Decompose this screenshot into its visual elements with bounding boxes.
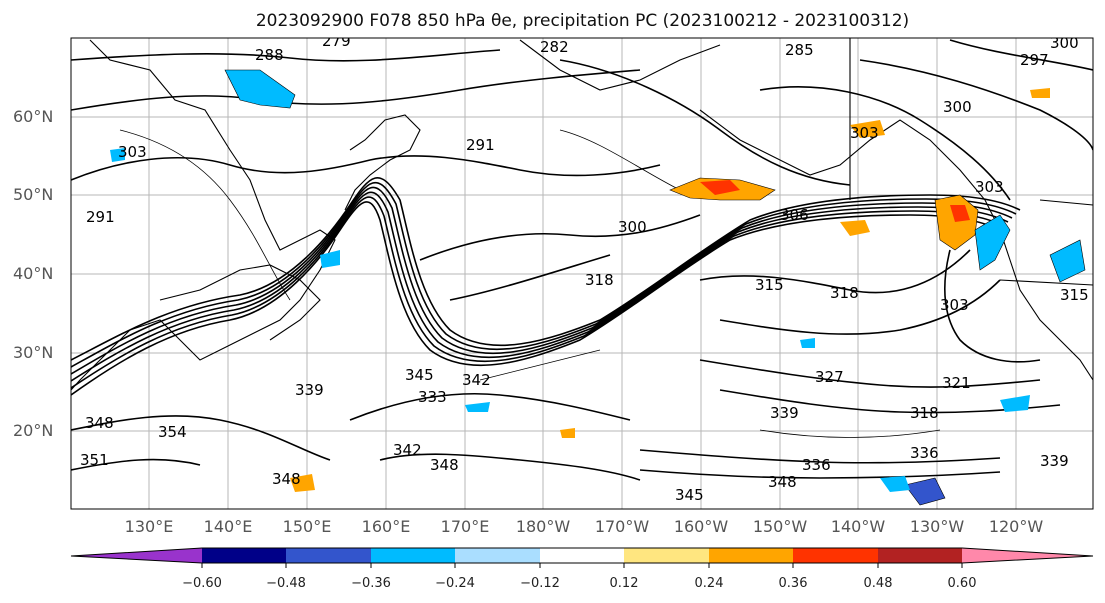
colorbar-tick-label: 0.60 (947, 576, 977, 591)
contour-label: 345 (675, 486, 704, 504)
map-title: 2023092900 F078 850 hPa θe, precipitatio… (255, 11, 910, 31)
contour-label: 318 (830, 284, 859, 302)
contour-label: 303 (975, 178, 1004, 196)
contour-label: 291 (86, 208, 115, 226)
colorbar-segment (540, 548, 624, 563)
contour-label: 342 (462, 371, 491, 389)
colorbar-outline (70, 547, 1094, 564)
coastlines (71, 38, 1093, 391)
lon-label: 170°E (440, 517, 490, 536)
contour-label: 300 (943, 98, 972, 116)
contour-label: 336 (910, 444, 939, 462)
lon-label: 120°W (988, 517, 1044, 536)
lon-label: 130°W (909, 517, 965, 536)
contour-label: 291 (466, 136, 495, 154)
colorbar-segment (709, 548, 793, 563)
thin-contours (119, 129, 941, 438)
contour-label: 318 (910, 404, 939, 422)
lon-label: 150°E (282, 517, 332, 536)
contour-label: 306 (780, 206, 809, 224)
colorbar-segment (878, 548, 962, 563)
contour-label: 345 (405, 366, 434, 384)
lon-label: 130°E (124, 517, 174, 536)
contour-label: 297 (1020, 51, 1049, 69)
lon-label: 170°W (594, 517, 650, 536)
colorbar-ticks (201, 563, 963, 568)
contour-label: 285 (785, 41, 814, 59)
contour-label: 282 (540, 38, 569, 56)
contour-label: 303 (850, 124, 879, 142)
colorbar-segment (202, 548, 286, 563)
contour-labels: 288 279 282 285 297 300 303 291 291 300 … (80, 32, 1089, 504)
colorbar-tick-label: 0.36 (778, 576, 808, 591)
lat-label-40n: 40°N (13, 264, 54, 283)
lat-label-50n: 50°N (13, 185, 54, 204)
colorbar-tick-label: −0.36 (351, 576, 391, 591)
graticule (71, 38, 1093, 509)
contour-label: 351 (80, 451, 109, 469)
contour-label: 279 (322, 32, 351, 50)
colorbar-segments (71, 548, 1093, 563)
contour-label: 300 (618, 218, 647, 236)
contour-label: 318 (585, 271, 614, 289)
colorbar-tick-label: 0.12 (609, 576, 639, 591)
colorbar-segment (371, 548, 455, 563)
contour-label: 348 (430, 456, 459, 474)
contour-label: 333 (418, 388, 447, 406)
theta-e-contours (71, 39, 1093, 481)
lat-label-20n: 20°N (13, 421, 54, 440)
lon-label: 140°W (830, 517, 886, 536)
contour-label: 348 (768, 473, 797, 491)
colorbar-tick-label: 0.24 (694, 576, 724, 591)
contour-label: 339 (1040, 452, 1069, 470)
colorbar-segment (962, 548, 1093, 563)
lon-label: 160°E (361, 517, 411, 536)
lat-label-30n: 30°N (13, 343, 54, 362)
lat-label-60n: 60°N (13, 107, 54, 126)
plot-frame (70, 37, 1094, 510)
lon-label: 150°W (752, 517, 808, 536)
contour-label: 336 (802, 456, 831, 474)
colorbar-segment (455, 548, 540, 563)
contour-label: 327 (815, 368, 844, 386)
colorbar-tick-label: −0.24 (435, 576, 475, 591)
contour-label: 348 (272, 470, 301, 488)
precipitation-shading (110, 69, 1086, 506)
contour-label: 342 (393, 441, 422, 459)
contour-label: 303 (940, 296, 969, 314)
colorbar-segment (71, 548, 202, 563)
contour-label: 354 (158, 423, 187, 441)
contour-label: 339 (295, 381, 324, 399)
colorbar-tick-label: −0.60 (182, 576, 222, 591)
colorbar-segment (286, 548, 371, 563)
contour-label: 339 (770, 404, 799, 422)
contour-label: 321 (942, 374, 971, 392)
lon-label: 180°W (515, 517, 571, 536)
contour-label: 315 (1060, 286, 1089, 304)
colorbar-segment (793, 548, 878, 563)
colorbar-tick-label: −0.48 (266, 576, 306, 591)
colorbar-tick-label: 0.48 (863, 576, 893, 591)
lon-label: 140°E (203, 517, 253, 536)
contour-label: 315 (755, 276, 784, 294)
colorbar-segment (624, 548, 709, 563)
lon-label: 160°W (673, 517, 729, 536)
colorbar-tick-label: −0.12 (520, 576, 560, 591)
contour-label: 300 (1050, 34, 1079, 52)
contour-label: 348 (85, 414, 114, 432)
contour-label: 288 (255, 46, 284, 64)
contour-label: 303 (118, 143, 147, 161)
